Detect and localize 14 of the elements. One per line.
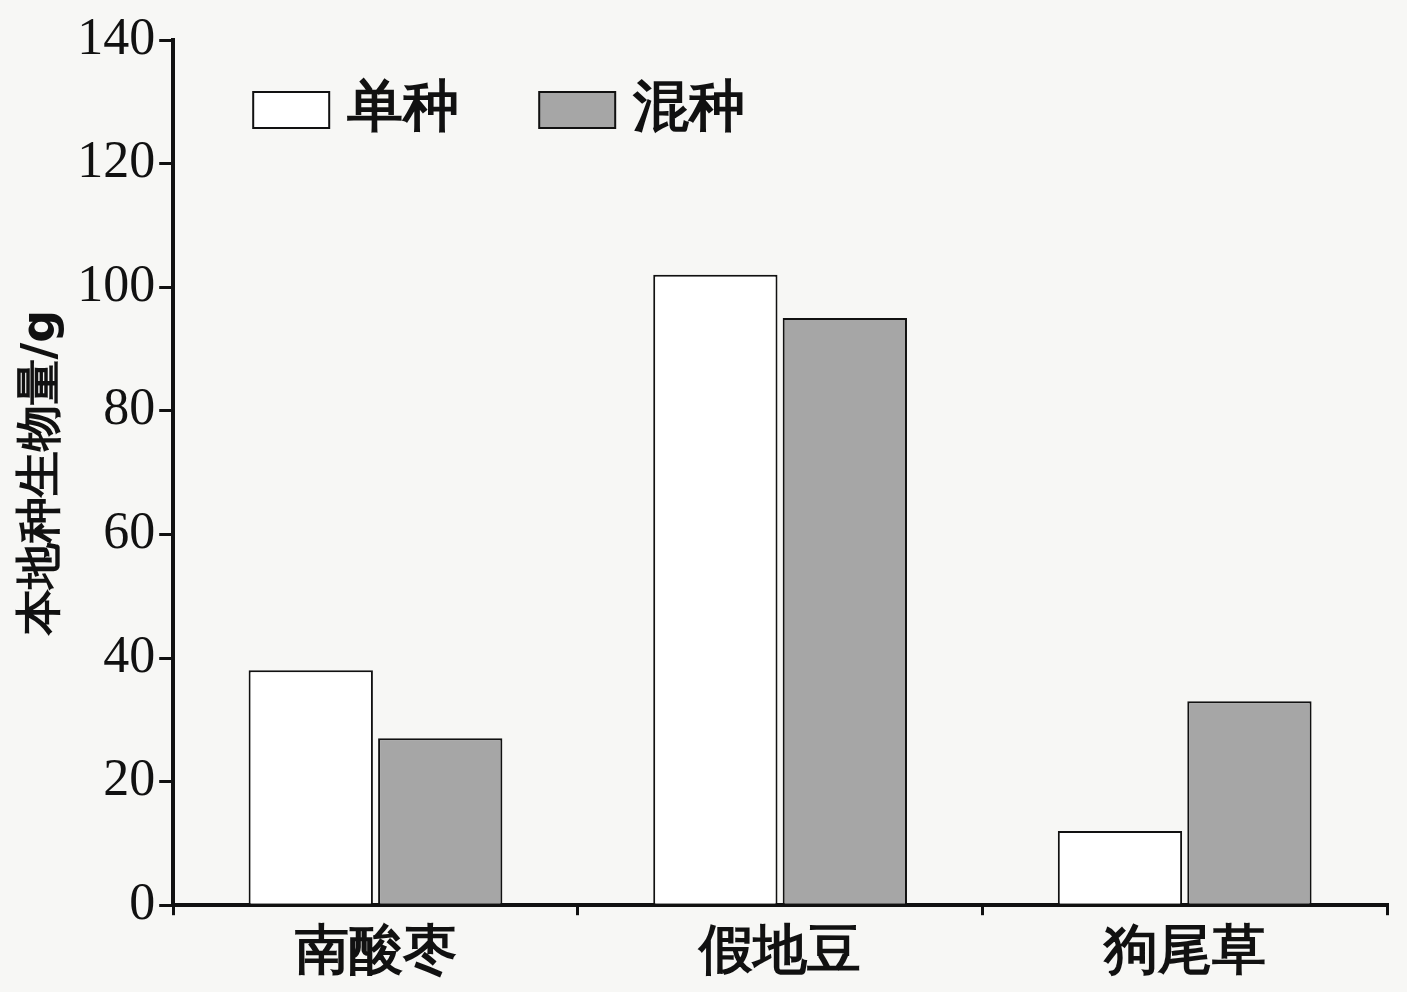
x-tick-label: 狗尾草 xyxy=(1101,919,1266,980)
legend-label: 单种 xyxy=(346,72,460,138)
y-tick-label: 40 xyxy=(103,625,156,683)
y-tick-label: 120 xyxy=(77,131,156,189)
y-tick-label: 60 xyxy=(103,502,156,560)
y-tick-label: 80 xyxy=(103,378,156,436)
y-tick-label: 20 xyxy=(103,749,156,807)
y-axis-title: 本地种生物量/g xyxy=(10,309,65,637)
y-tick-label: 0 xyxy=(129,872,156,930)
legend-label: 混种 xyxy=(632,72,746,138)
y-tick-label: 100 xyxy=(77,254,156,312)
x-tick-label: 南酸枣 xyxy=(294,919,457,980)
x-tick-label: 假地豆 xyxy=(697,919,862,980)
y-tick-label: 140 xyxy=(77,7,156,65)
